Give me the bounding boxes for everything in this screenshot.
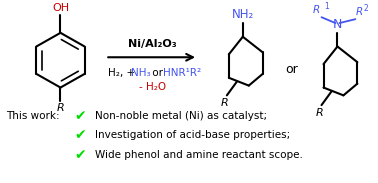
Text: R: R: [316, 108, 324, 118]
Text: or: or: [285, 64, 298, 76]
Text: OH: OH: [52, 3, 69, 13]
Text: R: R: [355, 7, 363, 17]
Text: or: or: [149, 68, 166, 78]
Text: 1: 1: [324, 2, 329, 11]
Text: - H₂O: - H₂O: [139, 82, 166, 92]
Text: ✔: ✔: [74, 109, 86, 123]
Text: Ni/Al₂O₃: Ni/Al₂O₃: [128, 40, 177, 49]
Text: R: R: [312, 5, 319, 15]
Text: N: N: [333, 18, 342, 31]
Text: ✔: ✔: [74, 128, 86, 142]
Text: ✔: ✔: [74, 148, 86, 162]
Text: R: R: [57, 103, 64, 113]
Text: NH₃: NH₃: [131, 68, 151, 78]
Text: Investigation of acid-base properties;: Investigation of acid-base properties;: [95, 130, 291, 140]
Text: 2: 2: [363, 4, 368, 13]
Text: H₂, +: H₂, +: [108, 68, 139, 78]
Text: This work:: This work:: [6, 111, 59, 121]
Text: NH₂: NH₂: [232, 8, 254, 21]
Text: Non-noble metal (Ni) as catalyst;: Non-noble metal (Ni) as catalyst;: [95, 111, 268, 121]
Text: R: R: [221, 98, 229, 108]
Text: Wide phenol and amine reactant scope.: Wide phenol and amine reactant scope.: [95, 150, 303, 160]
Text: HNR¹R²: HNR¹R²: [163, 68, 201, 78]
